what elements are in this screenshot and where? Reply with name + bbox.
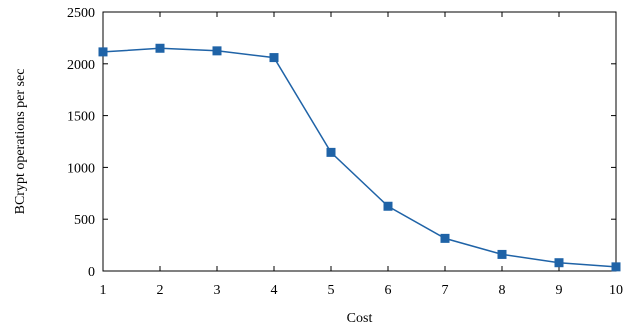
data-point-marker — [269, 53, 279, 63]
data-point-marker — [155, 43, 165, 53]
series-line — [102, 47, 617, 268]
x-tick-label: 10 — [609, 283, 623, 298]
x-tick-label: 2 — [157, 283, 164, 298]
x-tick-label: 9 — [556, 283, 563, 298]
y-tick-label: 0 — [88, 265, 95, 280]
y-tick-label: 2500 — [67, 6, 95, 21]
x-tick-label: 5 — [328, 283, 335, 298]
y-axis-ticks: 0 500 1000 1500 2000 2500 — [67, 6, 616, 280]
series-layer — [98, 43, 621, 272]
data-point-marker — [497, 249, 507, 259]
plot-frame — [102, 11, 617, 272]
y-tick-label: 2000 — [67, 58, 95, 73]
x-tick-label: 7 — [442, 283, 449, 298]
data-point-marker — [98, 47, 108, 57]
data-point-marker — [554, 258, 564, 268]
x-axis-title: Cost — [347, 311, 373, 326]
data-point-marker — [440, 233, 450, 243]
y-tick-label: 1000 — [67, 161, 95, 176]
x-tick-label: 1 — [100, 283, 107, 298]
y-tick-label: 500 — [74, 213, 95, 228]
data-point-marker — [611, 262, 621, 272]
x-tick-label: 3 — [214, 283, 221, 298]
x-tick-label: 6 — [385, 283, 392, 298]
x-axis-ticks: 1 2 3 4 5 6 7 8 9 10 — [100, 12, 623, 298]
x-tick-label: 4 — [271, 283, 278, 298]
x-tick-label: 8 — [499, 283, 506, 298]
y-tick-label: 1500 — [67, 110, 95, 125]
y-axis-title: BCrypt operations per sec — [13, 69, 28, 215]
data-point-marker — [383, 201, 393, 211]
data-point-marker — [212, 46, 222, 56]
data-point-marker — [326, 147, 336, 157]
